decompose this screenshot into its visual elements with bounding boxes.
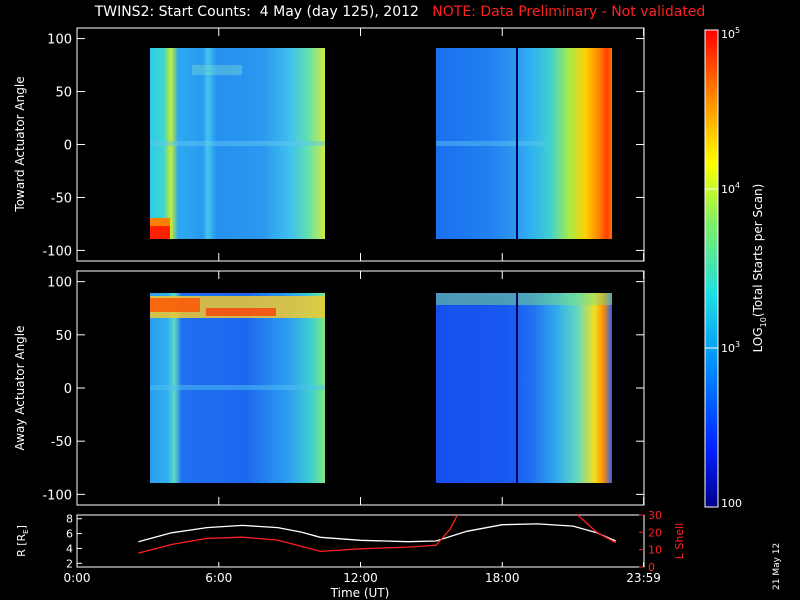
title-note: NOTE: Data Preliminary - Not validated (432, 4, 706, 20)
toward-block-2-dark-line (516, 48, 518, 239)
away-ytick-label: 100 (47, 276, 72, 291)
away-block-1-streak (206, 308, 276, 316)
colorbar-tick-label: 100 (721, 497, 742, 510)
x-tick-label: 0:00 (64, 571, 91, 585)
colorbar-ticks: 105 104 103 100 (705, 26, 742, 510)
orbit-series-layer (138, 515, 617, 554)
colorbar-tick-label: 104 (721, 181, 740, 196)
x-tick-label: 18:00 (485, 571, 520, 585)
toward-ylabel: Toward Actuator Angle (13, 76, 27, 212)
orbit-ytick-left-label: 4 (66, 542, 73, 555)
orbit-ytick-right-label: 0 (648, 561, 655, 574)
away-block-1-top-red (150, 298, 200, 312)
orbit-ylabel-left: R [RE] (15, 525, 30, 557)
toward-ytick-label: 100 (47, 33, 72, 48)
toward-block-1-zero-band (150, 141, 325, 146)
away-block-2-dark-line (516, 293, 518, 483)
orbit-ytick-left-label: 6 (66, 528, 73, 541)
orbit-ytick-left-label: 8 (66, 513, 73, 526)
away-block-2 (436, 293, 612, 483)
lshell-line-1 (138, 515, 458, 554)
colorbar-tick-label: 105 (721, 26, 740, 41)
colorbar-tick-label: 103 (721, 340, 740, 355)
date-stamp: 21 May 12 (772, 542, 782, 590)
away-ylabel: Away Actuator Angle (13, 325, 27, 450)
away-ytick-label: 0 (64, 382, 72, 397)
x-tick-label: 12:00 (343, 571, 378, 585)
orbit-ytick-right-label: 10 (648, 544, 662, 557)
away-ytick-label: -50 (51, 435, 72, 450)
title-main: TWINS2: Start Counts: 4 May (day 125), 2… (94, 4, 419, 20)
toward-ytick-label: -50 (51, 191, 72, 206)
toward-ytick-label: 50 (55, 86, 72, 101)
axes-layer: -100 -50 0 50 100 -100 -50 0 50 100 2 46 8 0 10 20 30 0:0… (42, 28, 662, 585)
x-tick-label: 23:59 (626, 571, 661, 585)
toward-block-2-zero-band (436, 141, 546, 146)
x-tick-label: 6:00 (205, 571, 232, 585)
x-axis-label: Time (UT) (330, 586, 390, 600)
toward-block-1-corner-red (150, 226, 170, 239)
orbit-ytick-left-label: 2 (66, 557, 73, 570)
orbit-ylabel-right: L Shell (673, 523, 686, 559)
toward-block-2 (436, 48, 612, 239)
toward-heatmap (150, 48, 612, 239)
lshell-line-2 (577, 515, 617, 544)
orbit-ytick-right-label: 20 (648, 526, 662, 539)
radius-line (138, 523, 616, 543)
colorbar (704, 29, 719, 508)
away-heatmap (150, 293, 612, 483)
away-block-2-top-band (436, 293, 612, 305)
toward-block-1-streak (192, 65, 242, 75)
colorbar-label: LOG10(Total Starts per Scan) (751, 184, 768, 353)
orbit-ytick-right-label: 30 (648, 509, 662, 522)
chart-title: TWINS2: Start Counts: 4 May (day 125), 2… (0, 4, 800, 20)
away-ytick-label: 50 (55, 329, 72, 344)
away-block-1-zero-band (150, 385, 325, 390)
toward-ytick-label: 0 (64, 139, 72, 154)
orbit-panel-frame (76, 514, 645, 568)
toward-ytick-label: -100 (42, 244, 72, 259)
away-ytick-label: -100 (42, 488, 72, 503)
